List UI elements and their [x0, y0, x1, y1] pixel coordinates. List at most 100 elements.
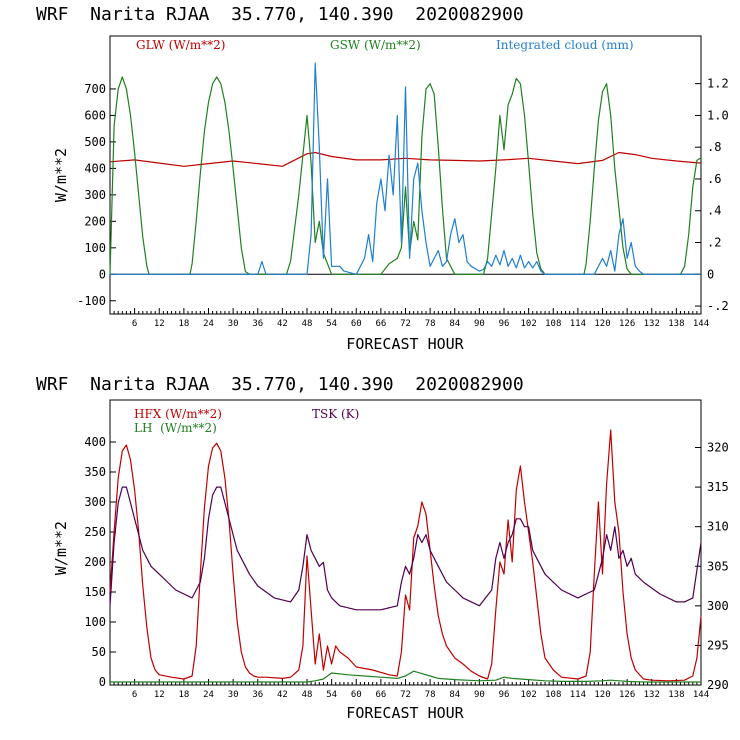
series-line-1-1 — [110, 670, 701, 683]
chart-1: WRF Narita RJAA 35.770, 140.390 20200829… — [36, 4, 729, 353]
x-tick-label: 12 — [154, 690, 165, 700]
series-line-0-0 — [109, 151, 702, 167]
y-tick-label: 0 — [99, 675, 106, 689]
y2-tick-label: 305 — [707, 559, 729, 573]
x-tick-label: 138 — [668, 690, 684, 700]
y-tick-label: 400 — [84, 435, 106, 449]
chart-2-ylabel: W/m**2 — [52, 521, 70, 575]
x-tick-label: 60 — [351, 690, 362, 700]
x-tick-label: 132 — [644, 319, 660, 329]
y-tick-label: 300 — [84, 495, 106, 509]
y2-tick-label: 310 — [707, 520, 729, 534]
y-tick-label: 700 — [84, 82, 106, 96]
y2-tick-label: 1.2 — [707, 77, 729, 91]
y-tick-label: 600 — [84, 108, 106, 122]
x-tick-label: 96 — [499, 690, 510, 700]
x-tick-label: 72 — [400, 319, 411, 329]
x-tick-label: 84 — [449, 690, 460, 700]
legend-gsw: GSW (W/m**2) — [330, 38, 421, 52]
x-tick-label: 36 — [252, 319, 263, 329]
y2-tick-label: .2 — [707, 236, 721, 250]
x-tick-label: 90 — [474, 319, 485, 329]
y-tick-label: 200 — [84, 214, 106, 228]
x-tick-label: 120 — [594, 319, 610, 329]
x-tick-label: 126 — [619, 690, 635, 700]
legend-lh: LH (W/m**2) — [134, 421, 217, 435]
x-tick-label: 54 — [326, 690, 337, 700]
y-tick-label: -100 — [77, 294, 106, 308]
x-tick-label: 18 — [178, 319, 189, 329]
x-tick-label: 96 — [499, 319, 510, 329]
legend-cloud: Integrated cloud (mm) — [496, 38, 634, 52]
y2-tick-label: 290 — [707, 678, 729, 692]
chart-2-axes: 6 12 18 24 30 36 42 48 54 60 66 72 78 84 90 96 102 108 114… — [84, 435, 728, 700]
chart-1-ylabel: W/m**2 — [52, 148, 70, 202]
x-tick-label: 48 — [302, 690, 313, 700]
y-tick-label: 50 — [92, 645, 106, 659]
legend-hfx: HFX (W/m**2) — [134, 407, 222, 421]
x-tick-label: 30 — [228, 690, 239, 700]
y-tick-label: 100 — [84, 615, 106, 629]
series-line-1-2 — [109, 486, 702, 611]
x-tick-label: 6 — [132, 319, 137, 329]
y2-tick-label: -.2 — [707, 299, 729, 313]
y2-tick-label: .8 — [707, 140, 721, 154]
x-tick-label: 6 — [132, 690, 137, 700]
x-tick-label: 102 — [520, 319, 536, 329]
y2-tick-label: 1.0 — [707, 108, 729, 122]
x-tick-label: 114 — [570, 319, 586, 329]
y2-tick-label: .6 — [707, 172, 721, 186]
x-tick-label: 24 — [203, 690, 214, 700]
x-tick-label: 78 — [425, 319, 436, 329]
chart-1-frame — [109, 35, 702, 315]
y2-tick-label: 0 — [707, 267, 714, 281]
x-tick-label: 90 — [474, 690, 485, 700]
y-tick-label: 350 — [84, 465, 106, 479]
x-tick-label: 42 — [277, 319, 288, 329]
y-tick-label: 250 — [84, 525, 106, 539]
chart-1-xlabel: FORECAST HOUR — [346, 335, 464, 353]
x-tick-label: 126 — [619, 319, 635, 329]
x-tick-label: 24 — [203, 319, 214, 329]
x-tick-label: 102 — [520, 690, 536, 700]
x-tick-label: 144 — [693, 319, 709, 329]
y-tick-label: 500 — [84, 135, 106, 149]
x-tick-label: 60 — [351, 319, 362, 329]
x-tick-label: 54 — [326, 319, 337, 329]
y2-tick-label: 320 — [707, 441, 729, 455]
x-tick-label: 72 — [400, 690, 411, 700]
x-tick-label: 18 — [178, 690, 189, 700]
series-line-0-2 — [110, 62, 701, 275]
chart-2-xlabel: FORECAST HOUR — [346, 704, 464, 722]
x-tick-label: 48 — [302, 319, 313, 329]
x-tick-label: 42 — [277, 690, 288, 700]
x-tick-label: 84 — [449, 319, 460, 329]
y2-tick-label: 315 — [707, 480, 729, 494]
x-tick-label: 108 — [545, 690, 561, 700]
y-tick-label: 0 — [99, 267, 106, 281]
x-tick-label: 108 — [545, 319, 561, 329]
x-tick-label: 138 — [668, 319, 684, 329]
chart-1-series — [109, 62, 702, 275]
x-tick-label: 66 — [375, 319, 386, 329]
x-tick-label: 12 — [154, 319, 165, 329]
x-tick-label: 36 — [252, 690, 263, 700]
y2-tick-label: .4 — [707, 204, 721, 218]
y2-tick-label: 295 — [707, 638, 729, 652]
y-tick-label: 150 — [84, 585, 106, 599]
chart-2: WRF Narita RJAA 35.770, 140.390 20200829… — [36, 374, 729, 722]
legend-glw: GLW (W/m**2) — [136, 38, 225, 52]
x-tick-label: 66 — [375, 690, 386, 700]
y-tick-label: 300 — [84, 188, 106, 202]
chart-1-title: WRF Narita RJAA 35.770, 140.390 20200829… — [36, 4, 524, 25]
x-tick-label: 132 — [644, 690, 660, 700]
y-tick-label: 400 — [84, 161, 106, 175]
y2-tick-label: 300 — [707, 599, 729, 613]
y-tick-label: 200 — [84, 555, 106, 569]
x-tick-label: 120 — [594, 690, 610, 700]
x-tick-label: 144 — [693, 690, 709, 700]
chart-2-series — [109, 429, 702, 683]
x-tick-label: 30 — [228, 319, 239, 329]
series-line-1-0 — [109, 429, 702, 682]
